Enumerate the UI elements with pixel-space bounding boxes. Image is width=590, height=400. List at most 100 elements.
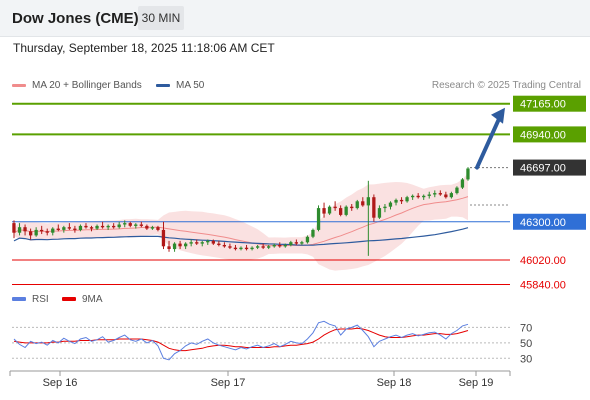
rsi-tick-label: 70 (520, 322, 532, 334)
candle-body (411, 195, 415, 198)
candle-body (100, 225, 105, 228)
report-datetime: Thursday, September 18, 2025 11:18:06 AM… (13, 41, 275, 55)
candle-body (333, 206, 337, 209)
candle-body (449, 193, 453, 198)
candle-body (95, 225, 99, 229)
candle-body (156, 227, 160, 230)
candle-body (139, 224, 143, 226)
candle-body (51, 228, 55, 233)
candle-body (17, 227, 22, 233)
candle-body (250, 247, 254, 250)
legend-bollinger: MA 20 + Bollinger Bands (12, 80, 142, 91)
candle-body (305, 236, 310, 243)
candle-body (433, 193, 437, 195)
candle-body (311, 229, 315, 237)
level-tag-pivot (513, 213, 586, 230)
instrument-title: Dow Jones (CME) (12, 10, 139, 27)
rsi-legend-swatch (12, 297, 26, 301)
candle-body (283, 245, 287, 247)
candle-body (388, 202, 393, 207)
level-label-pivot: 46300.00 (520, 217, 566, 229)
candle-body (366, 197, 370, 206)
candle-body (123, 223, 127, 225)
candle-body (228, 246, 232, 248)
timeframe-badge[interactable]: 30 MIN (138, 6, 184, 30)
candle-body (40, 229, 44, 232)
candle-body (12, 223, 16, 233)
candle-body (300, 242, 304, 244)
candle-body (117, 224, 121, 228)
ma50-swatch-icon (156, 83, 170, 87)
candle-body (372, 197, 376, 218)
candle-body (56, 228, 60, 230)
candle-body (161, 229, 166, 247)
candle-body (394, 199, 398, 203)
credit-text: Research © 2025 Trading Central (431, 80, 581, 91)
x-tick-label: Sep 18 (377, 377, 412, 389)
candle-body (339, 208, 343, 215)
level-label-resistance: 46940.00 (520, 129, 566, 141)
bollinger-swatch-icon (12, 83, 26, 87)
candle-body (112, 225, 116, 228)
candle-body (278, 245, 282, 247)
candle-body (422, 195, 426, 198)
ma20-line (13, 196, 469, 247)
level-label-support: 46020.00 (520, 255, 566, 267)
target-arrow-shaft (475, 114, 502, 170)
rsi-legend-label: RSI (32, 294, 49, 305)
rsi-legend-label: 9MA (82, 294, 103, 305)
candle-body (145, 225, 149, 229)
candle-body (195, 242, 199, 244)
last-price-tag (513, 159, 586, 176)
candle-body (239, 247, 243, 250)
candle-body (460, 179, 465, 188)
candle-body (322, 208, 326, 214)
candle-body (150, 227, 155, 229)
candle-body (67, 227, 71, 229)
rsi-legend-swatch (62, 297, 76, 301)
level-tag-resistance (513, 126, 586, 143)
candle-body (377, 208, 382, 218)
target-arrow-head (491, 107, 505, 124)
candle-body (416, 195, 420, 198)
candle-body (23, 227, 27, 232)
candle-body (316, 208, 321, 230)
candle-body (167, 246, 171, 249)
candle-body (84, 225, 88, 228)
level-label-resistance: 47165.00 (520, 99, 566, 111)
candle-body (244, 247, 249, 250)
candle-body (106, 225, 110, 228)
candle-body (361, 201, 365, 206)
candle-body (327, 206, 332, 214)
legend-bollinger-label: MA 20 + Bollinger Bands (32, 80, 142, 91)
candle-body (172, 243, 177, 250)
candle-body (405, 197, 409, 202)
candle-body (217, 243, 221, 245)
candle-body (178, 243, 182, 247)
candle-body (344, 206, 348, 215)
ma50-line (13, 227, 469, 246)
candle-body (444, 194, 448, 198)
candle-body (466, 168, 470, 180)
legend-ma50-label: MA 50 (176, 80, 205, 91)
candle-body (350, 206, 354, 209)
candle-body (184, 243, 188, 247)
candle-body (89, 227, 94, 229)
candle-body (62, 227, 66, 230)
x-tick-label: Sep 19 (459, 377, 494, 389)
candle-body (355, 201, 359, 209)
candle-body (200, 242, 204, 244)
candle-body (128, 223, 132, 226)
candle-body (455, 187, 459, 194)
candle-body (73, 228, 77, 230)
candle-body (383, 206, 387, 209)
candle-body (222, 245, 226, 247)
x-tick-label: Sep 17 (211, 377, 246, 389)
rsi-tick-label: 30 (520, 353, 532, 365)
candle-body (256, 246, 260, 248)
last-price-label: 46697.00 (520, 163, 566, 175)
level-tag-resistance (513, 95, 586, 112)
rsi-tick-label: 50 (520, 338, 532, 350)
candle-body (78, 225, 83, 230)
candle-body (427, 194, 431, 196)
